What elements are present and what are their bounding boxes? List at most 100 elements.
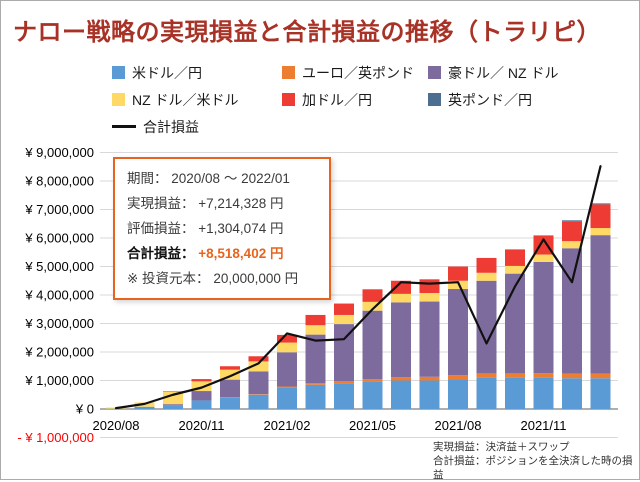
y-axis-label: ¥ 7,000,000 (24, 202, 94, 217)
bar-segment (363, 311, 383, 379)
bar-segment (448, 379, 468, 409)
bar-segment (163, 405, 183, 409)
annotation-value: +7,214,328 円 (198, 196, 283, 211)
bar-segment (220, 380, 240, 398)
bar-segment (163, 391, 183, 392)
chart-title: ナロー戦略の実現損益と合計損益の推移（トラリピ） (13, 12, 601, 47)
y-axis-label: - ¥ 1,000,000 (17, 430, 94, 445)
bar-segment (391, 302, 411, 377)
bar-segment (591, 374, 611, 379)
y-axis-label: ¥ 5,000,000 (24, 259, 94, 274)
bar-segment (477, 373, 497, 377)
legend-label: 豪ドル／ NZ ドル (448, 63, 558, 83)
y-axis-label: ¥ 0 (75, 402, 94, 417)
bar-segment (334, 381, 354, 383)
legend-item: 英ポンド／円 (428, 90, 558, 109)
legend-swatch (282, 66, 295, 79)
bar-segment (505, 373, 525, 377)
legend-label: NZ ドル／米ドル (132, 90, 239, 110)
annotation-label: 評価損益： (127, 221, 195, 236)
bar-segment (249, 371, 269, 394)
bar-segment (477, 273, 497, 281)
annotation-value: 20,000,000 円 (213, 271, 298, 286)
annotation-value: 2020/08 ～ 2022/01 (171, 171, 290, 186)
annotation-label: 実現損益： (127, 196, 195, 211)
legend-swatch (112, 66, 125, 79)
bar-segment (591, 235, 611, 374)
bar-segment (420, 279, 440, 293)
y-axis-label: ¥ 8,000,000 (24, 174, 94, 189)
annotation-row-period: 期間： 2020/08 ～ 2022/01 (127, 166, 317, 191)
bar-segment (562, 378, 582, 409)
annotation-row-realized-pl: 実現損益： +7,214,328 円 (127, 191, 317, 216)
annotation-row-total-pl: 合計損益： +8,518,402 円 (127, 241, 317, 266)
bar-segment (334, 304, 354, 315)
bar-segment (192, 379, 212, 381)
bar-segment (220, 398, 240, 409)
bar-segment (334, 315, 354, 324)
bar-segment (591, 204, 611, 228)
bar-segment (448, 267, 468, 281)
bar-segment (249, 395, 269, 409)
bar-segment (505, 378, 525, 409)
bar-segment (420, 381, 440, 410)
bar-segment (306, 383, 326, 385)
bar-segment (534, 378, 554, 409)
legend-item: 豪ドル／ NZ ドル (428, 63, 558, 82)
bar-segment (363, 382, 383, 409)
bar-segment (534, 255, 554, 262)
y-axis-label: ¥ 2,000,000 (24, 345, 94, 360)
annotation-value: +1,304,074 円 (198, 221, 283, 236)
legend-item: ユーロ／英ポンド (282, 63, 428, 82)
annotation-value: +8,518,402 円 (198, 246, 283, 261)
legend-swatch (428, 66, 441, 79)
footnote-realized-pl: 実現損益：決済益＋スワップ (433, 440, 640, 454)
annotation-label: ※ 投資元本： (127, 271, 210, 286)
legend-swatch (428, 93, 441, 106)
x-axis-label: 2021/11 (520, 418, 566, 433)
bar-segment (591, 203, 611, 204)
y-axis-label: ¥ 9,000,000 (24, 145, 94, 160)
bar-segment (477, 258, 497, 273)
bar-segment (306, 325, 326, 334)
bar-segment (277, 386, 297, 387)
bar-segment (448, 289, 468, 375)
x-axis-label: 2021/05 (349, 418, 396, 433)
legend-label: 米ドル／円 (132, 63, 202, 83)
bar-segment (505, 266, 525, 274)
footnote-total-pl: 合計損益：ポジションを全決済した時の損益 (433, 454, 640, 482)
bar-segment (306, 335, 326, 383)
bar-segment (220, 366, 240, 369)
bar-segment (306, 385, 326, 409)
bar-segment (562, 221, 582, 241)
bar-segment (591, 228, 611, 235)
legend-item-total-line: 合計損益 (112, 117, 282, 136)
annotation-label: 合計損益： (127, 246, 195, 261)
bar-segment (505, 249, 525, 266)
bar-segment (534, 235, 554, 236)
bar-segment (334, 383, 354, 409)
bar-segment (420, 293, 440, 302)
bar-segment (277, 343, 297, 353)
line-swatch (112, 125, 136, 128)
bar-segment (277, 388, 297, 409)
x-axis-label: 2021/08 (435, 418, 482, 433)
bar-segment (477, 378, 497, 409)
y-axis-label: ¥ 4,000,000 (24, 288, 94, 303)
bar-segment (562, 241, 582, 248)
legend-label: 英ポンド／円 (448, 90, 532, 110)
bar-segment (448, 375, 468, 379)
bar-segment (163, 404, 183, 405)
bar-segment (363, 289, 383, 302)
legend-item: 加ドル／円 (282, 90, 428, 109)
bar-segment (249, 394, 269, 395)
legend-swatch (112, 93, 125, 106)
annotation-label: 期間： (127, 171, 168, 186)
legend-label: ユーロ／英ポンド (302, 63, 414, 83)
x-axis-label: 2020/08 (93, 418, 140, 433)
bar-segment (562, 374, 582, 379)
legend-label: 加ドル／円 (302, 90, 372, 110)
y-axis-label: ¥ 6,000,000 (24, 231, 94, 246)
bar-segment (363, 379, 383, 382)
